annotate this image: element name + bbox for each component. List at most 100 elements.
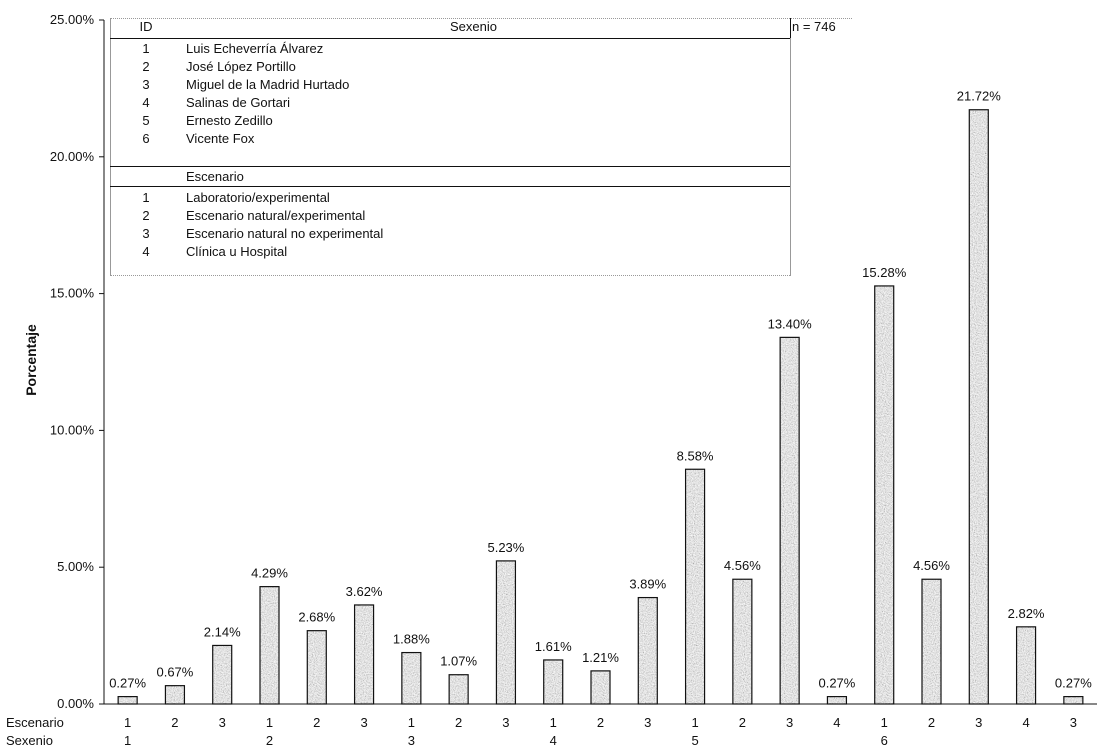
legend-left-border xyxy=(110,18,111,276)
bar xyxy=(638,597,658,704)
y-tick-label: 5.00% xyxy=(57,559,94,574)
bar xyxy=(922,579,941,704)
y-tick-label: 0.00% xyxy=(57,696,94,711)
legend-sexenio-row: 2 José López Portillo xyxy=(110,58,790,76)
bar-outline xyxy=(732,578,753,705)
legend-escenario-rule-top xyxy=(110,166,790,167)
escenario-label: 2 xyxy=(739,715,746,730)
escenario-label: 3 xyxy=(644,715,651,730)
data-label: 1.88% xyxy=(393,632,430,647)
legend-escenario-row: 4 Clínica u Hospital xyxy=(110,243,790,261)
data-labels: 0.27% 0.67% 2.14% 4.29% 2.68% 3.62% 1.88% 1.07%… xyxy=(109,89,1092,691)
escenario-label: 1 xyxy=(266,715,273,730)
bars xyxy=(117,109,1084,705)
bar xyxy=(591,670,610,704)
sexenio-label: 5 xyxy=(691,733,698,748)
bar xyxy=(212,645,232,704)
data-label: 1.61% xyxy=(535,639,572,654)
bar-outline xyxy=(1063,696,1084,705)
y-tick-label: 10.00% xyxy=(50,422,95,437)
bar xyxy=(1063,696,1083,704)
bar-outline xyxy=(684,468,706,705)
legend-bottom-border xyxy=(110,275,790,277)
legend-right-border xyxy=(790,38,791,276)
data-label: 4.56% xyxy=(913,558,950,573)
bar xyxy=(969,109,989,705)
escenario-label: 2 xyxy=(313,715,320,730)
bar-outline xyxy=(448,674,469,705)
bar xyxy=(827,696,847,704)
escenario-label: 3 xyxy=(975,715,982,730)
escenario-label: 1 xyxy=(881,715,888,730)
legend-sexenio-row: 4 Salinas de Gortari xyxy=(110,94,790,112)
legend-escenario-id: 3 xyxy=(142,226,150,241)
legend-escenario-rule-bottom xyxy=(110,186,790,187)
bar-outline xyxy=(495,560,517,705)
data-label: 2.14% xyxy=(204,624,241,639)
legend-sexenio-row: 5 Ernesto Zedillo xyxy=(110,112,790,130)
y-tick-label: 15.00% xyxy=(50,286,95,301)
data-label: 0.27% xyxy=(109,676,146,691)
escenario-label: 4 xyxy=(833,715,840,730)
data-label: 13.40% xyxy=(768,316,813,331)
escenario-label: 3 xyxy=(786,715,793,730)
escenario-label: 1 xyxy=(408,715,415,730)
legend-n-count: n = 746 xyxy=(792,19,836,34)
bar-outline xyxy=(259,586,280,705)
data-label: 4.29% xyxy=(251,566,288,581)
bar-outline xyxy=(968,109,989,705)
bar xyxy=(260,586,279,704)
bar xyxy=(401,652,421,704)
data-label: 2.82% xyxy=(1008,606,1045,621)
legend-escenario-name: Clínica u Hospital xyxy=(186,244,288,259)
data-label: 2.68% xyxy=(298,610,335,625)
data-label: 3.89% xyxy=(629,577,666,592)
legend-escenario-name: Escenario natural/experimental xyxy=(186,208,366,223)
bar xyxy=(543,659,563,704)
bar-outline xyxy=(637,596,658,705)
escenario-label: 2 xyxy=(171,715,178,730)
legend-escenario-name: Escenario natural no experimental xyxy=(186,226,384,241)
sexenio-row-label: Sexenio xyxy=(6,733,53,748)
sexenio-label: 4 xyxy=(550,733,557,748)
legend-sexenio-name: Luis Echeverría Álvarez xyxy=(186,41,324,56)
legend-escenario-row: 3 Escenario natural no experimental xyxy=(110,225,790,243)
legend-sexenio-row: 1 Luis Echeverría Álvarez xyxy=(110,40,790,58)
bar-outline xyxy=(874,285,895,705)
escenario-label: 3 xyxy=(219,715,226,730)
escenario-label: 1 xyxy=(550,715,557,730)
bar-outline xyxy=(921,578,942,705)
legend-header-rule xyxy=(110,38,790,39)
sexenio-label: 1 xyxy=(124,733,131,748)
data-label: 5.23% xyxy=(487,540,524,555)
legend-n-divider xyxy=(790,18,791,38)
bar-outline xyxy=(117,696,138,705)
sexenio-label: 3 xyxy=(408,733,415,748)
escenario-label: 2 xyxy=(928,715,935,730)
bar xyxy=(165,685,185,704)
bar xyxy=(354,604,374,704)
bar-outline xyxy=(306,630,327,705)
data-label: 21.72% xyxy=(957,89,1002,104)
sexenio-label: 2 xyxy=(266,733,273,748)
legend-sexenio-id: 2 xyxy=(142,59,150,74)
legend-sexenio-name: José López Portillo xyxy=(186,59,296,74)
bar xyxy=(449,674,469,704)
bar-outline xyxy=(779,336,800,705)
bar-outline xyxy=(353,604,375,705)
escenario-label: 2 xyxy=(597,715,604,730)
legend-top-border xyxy=(110,18,852,20)
data-label: 1.07% xyxy=(440,654,477,669)
legend-sexenio-id: 3 xyxy=(142,77,150,92)
legend-escenario-id: 4 xyxy=(142,244,150,259)
escenario-label: 3 xyxy=(1070,715,1077,730)
escenario-label: 1 xyxy=(691,715,698,730)
bar-outline xyxy=(826,696,848,705)
legend-sexenio-id: 5 xyxy=(142,113,150,128)
data-label: 1.21% xyxy=(582,650,619,665)
legend-sexenio-id: 6 xyxy=(142,131,150,146)
legend-escenario-id: 1 xyxy=(142,190,150,205)
legend-escenario-header: Escenario xyxy=(186,169,244,184)
data-label: 0.27% xyxy=(818,676,855,691)
legend-sexenio-header: Sexenio xyxy=(450,19,497,34)
